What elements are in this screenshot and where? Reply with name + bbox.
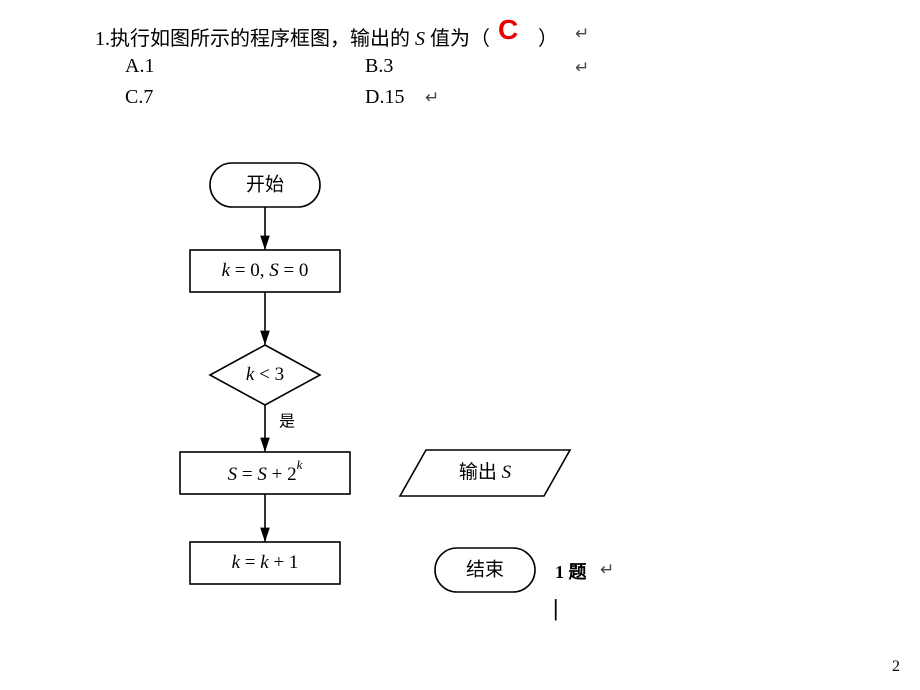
flowchart: 开始k = 0, S = 0k < 3S = S + 2kk = k + 1输出…: [70, 150, 630, 660]
question-suffix: 值为（: [430, 28, 490, 50]
page-root: 1.执行如图所示的程序框图，输出的 S 值为（ ） C ↵ A.1 B.3 ↵ …: [0, 0, 920, 690]
cr-icon: ↵: [575, 58, 589, 78]
cursor-icon: ▏: [555, 600, 569, 621]
cr-icon: ↵: [575, 24, 589, 44]
question-var: S: [415, 28, 425, 50]
question-prefix: 1.执行如图所示的程序框图，输出的: [95, 28, 410, 50]
cr-icon: ↵: [425, 88, 439, 108]
option-c: C.7: [125, 86, 153, 109]
svg-text:开始: 开始: [246, 173, 284, 195]
question-close: ）: [538, 28, 558, 50]
svg-text:k < 3: k < 3: [246, 364, 284, 385]
page-number: 2: [892, 658, 900, 676]
option-b: B.3: [365, 55, 393, 78]
svg-text:k = 0, S = 0: k = 0, S = 0: [222, 260, 309, 281]
svg-text:结束: 结束: [466, 558, 504, 580]
option-d: D.15: [365, 86, 404, 109]
figure-caption: 1 题: [555, 558, 587, 584]
svg-text:k = k + 1: k = k + 1: [232, 552, 299, 573]
svg-text:是: 是: [279, 414, 295, 431]
question-line: 1.执行如图所示的程序框图，输出的 S 值为（ ）: [95, 22, 558, 51]
option-a: A.1: [125, 55, 154, 78]
svg-text:输出 S: 输出 S: [459, 461, 512, 483]
cr-icon: ↵: [600, 560, 614, 580]
answer-letter: C: [498, 14, 518, 46]
